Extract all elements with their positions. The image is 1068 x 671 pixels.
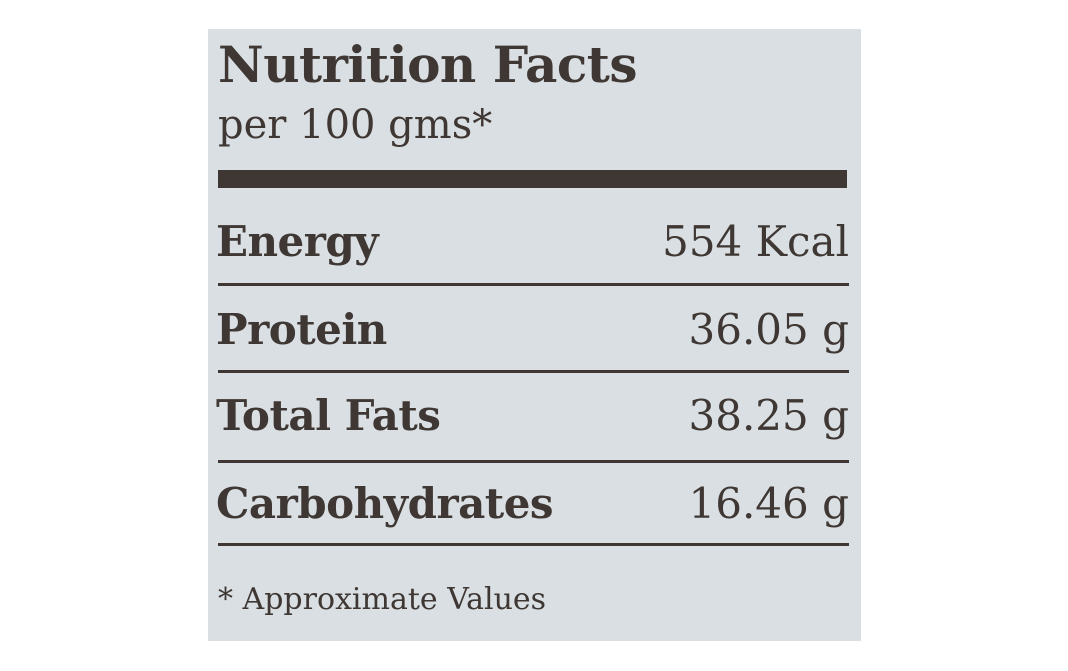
nutrient-name: Protein — [216, 305, 387, 354]
nutrient-value: 38.25 g — [688, 391, 849, 440]
label-title: Nutrition Facts — [218, 35, 638, 94]
nutrient-value: 554 Kcal — [662, 217, 849, 266]
row-divider — [218, 543, 849, 546]
nutrient-row-total-fats: Total Fats 38.25 g — [216, 385, 849, 445]
nutrient-row-protein: Protein 36.05 g — [216, 299, 849, 359]
row-divider — [218, 283, 849, 286]
nutrition-facts-label: Nutrition Facts per 100 gms* Energy 554 … — [208, 29, 861, 641]
serving-size-text: per 100 gms* — [218, 102, 493, 148]
nutrient-name: Carbohydrates — [216, 479, 554, 528]
nutrient-value: 16.46 g — [688, 479, 849, 528]
row-divider — [218, 370, 849, 373]
footnote-text: * Approximate Values — [218, 582, 547, 617]
thick-divider — [218, 170, 847, 188]
nutrient-row-carbohydrates: Carbohydrates 16.46 g — [216, 473, 849, 533]
row-divider — [218, 460, 849, 463]
nutrient-name: Total Fats — [216, 391, 441, 440]
nutrient-name: Energy — [216, 217, 379, 266]
nutrient-value: 36.05 g — [688, 305, 849, 354]
nutrient-row-energy: Energy 554 Kcal — [216, 211, 849, 271]
